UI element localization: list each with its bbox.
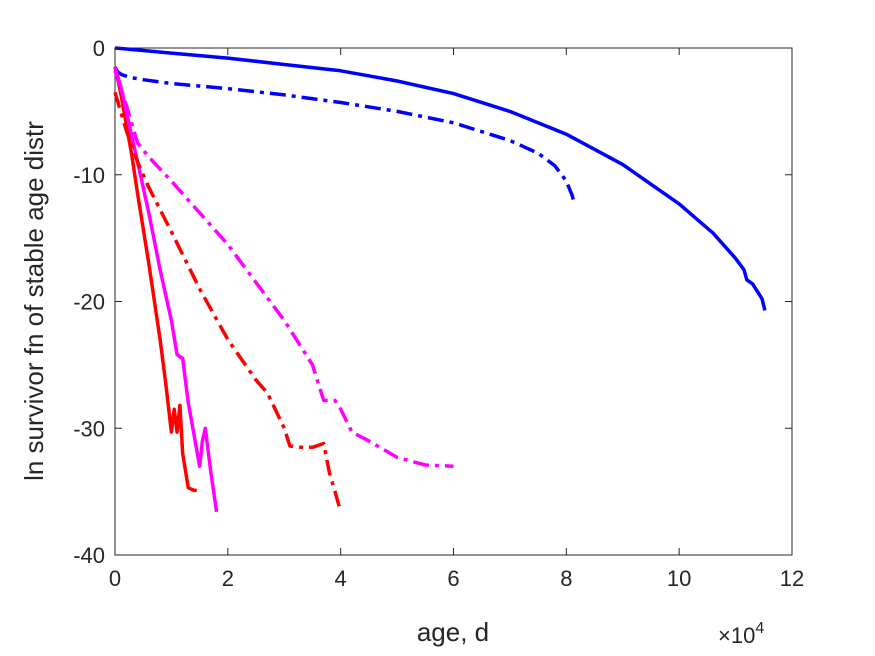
x-tick-label: 0 <box>109 566 121 591</box>
y-axis-label: ln survivor fn of stable age distr <box>19 121 49 481</box>
x-tick-label: 8 <box>560 566 572 591</box>
x-exponent-power: 4 <box>755 620 764 637</box>
series-line-3 <box>113 66 197 493</box>
series-line-4 <box>113 66 219 513</box>
x-tick-label: 12 <box>780 566 804 591</box>
x-exponent-base: ×10 <box>718 623 755 648</box>
series-line-1 <box>114 46 767 311</box>
x-tick-label: 2 <box>222 566 234 591</box>
y-tick-label: -20 <box>73 290 105 315</box>
series-line-5 <box>113 91 343 513</box>
y-tick-label: -10 <box>73 163 105 188</box>
series-line-6 <box>113 70 454 469</box>
x-tick-label: 10 <box>667 566 691 591</box>
series-line-2 <box>113 66 577 206</box>
x-axis-label: age, d <box>417 617 489 647</box>
x-tick-label: 6 <box>447 566 459 591</box>
series-layer <box>113 46 767 513</box>
x-exponent-label: ×104 <box>718 620 764 648</box>
x-tick-label: 4 <box>335 566 347 591</box>
y-tick-label: -40 <box>73 543 105 568</box>
ticks-layer: 0 2 4 6 8 10 12 0 -10 -20 -30 -40 <box>73 36 804 591</box>
plot-area <box>114 47 793 556</box>
y-tick-label: -30 <box>73 416 105 441</box>
y-tick-label: 0 <box>93 36 105 61</box>
